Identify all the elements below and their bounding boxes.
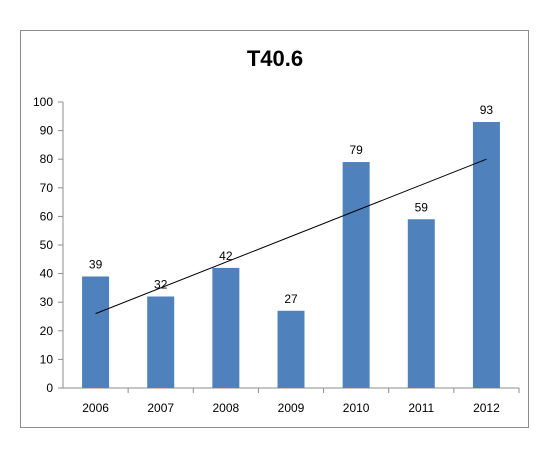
data-label-2010: 79 [349,143,363,157]
bar-2007 [147,296,175,388]
bar-2009 [277,310,305,388]
y-tick-label: 70 [40,181,54,195]
trendline-line [95,158,487,315]
data-label-2009: 27 [284,292,298,306]
data-label-2008: 42 [219,249,233,263]
y-tick-label: 0 [46,381,53,395]
data-label-2006: 39 [89,257,103,271]
x-tick-label: 2010 [343,401,370,415]
bar-2010 [342,162,370,388]
data-label-2012: 93 [480,103,494,117]
y-tick-label: 60 [40,209,54,223]
y-tick-label: 50 [40,238,54,252]
x-tick-label: 2011 [408,401,434,415]
x-tick-label: 2012 [473,401,500,415]
y-tick-label: 20 [40,324,54,338]
x-axis: 2006 2007 2008 2009 2010 2011 2012 [63,387,520,415]
trendline [95,158,487,315]
x-tick-label: 2006 [82,401,109,415]
x-tick-label: 2009 [278,401,305,415]
y-tick-label: 90 [40,124,54,138]
y-tick-label: 80 [40,152,54,166]
x-tick-label: 2008 [213,401,240,415]
x-tick-label: 2007 [147,401,174,415]
bar-2008 [212,267,240,388]
bar-2011 [407,219,435,388]
y-tick-label: 30 [40,295,54,309]
data-label-2011: 59 [415,200,429,214]
data-label-2007: 32 [154,277,168,291]
chart-title: T40.6 [246,46,304,71]
bars [82,122,500,389]
y-axis: 0 10 20 30 40 50 60 70 80 90 100 [33,95,64,395]
bar-2006 [82,276,110,388]
y-tick-label: 40 [40,267,54,281]
y-tick-label: 100 [33,95,53,109]
bar-2012 [472,122,500,389]
data-labels: 39 32 42 27 79 59 93 [89,103,494,306]
y-tick-label: 10 [40,352,54,366]
